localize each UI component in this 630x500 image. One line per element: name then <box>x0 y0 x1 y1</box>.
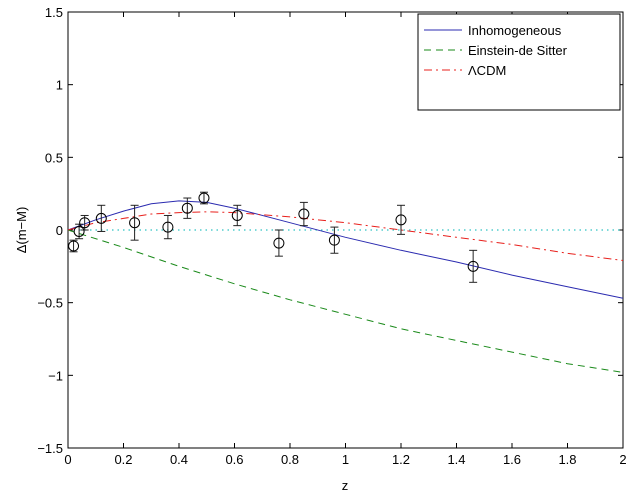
data-point <box>181 197 193 219</box>
y-axis-label: Δ(m−M) <box>14 207 29 254</box>
x-tick-label: 1.6 <box>503 452 521 467</box>
data-point <box>68 239 80 253</box>
y-tick-label: −1.5 <box>37 441 63 456</box>
data-point <box>231 204 243 227</box>
data-marker <box>73 225 85 237</box>
x-tick-label: 0.2 <box>114 452 132 467</box>
data-point <box>328 226 340 254</box>
data-point <box>198 191 210 205</box>
x-tick-label: 1.2 <box>392 452 410 467</box>
data-marker <box>198 192 210 204</box>
y-tick-label: 0 <box>56 223 63 238</box>
series-line-0 <box>67 200 624 299</box>
x-tick-label: 0 <box>64 452 71 467</box>
data-marker <box>162 221 174 233</box>
data-marker <box>79 217 91 229</box>
x-tick-label: 0.8 <box>281 452 299 467</box>
data-marker <box>395 214 407 226</box>
legend-label-0: Inhomogeneous <box>468 23 562 38</box>
data-marker <box>68 240 80 252</box>
data-marker <box>95 212 107 224</box>
data-marker <box>181 202 193 214</box>
data-point <box>395 204 407 235</box>
series-line-2 <box>67 211 624 261</box>
data-point <box>129 204 141 241</box>
data-marker <box>273 237 285 249</box>
y-tick-label: 1 <box>56 78 63 93</box>
data-point <box>95 204 107 232</box>
data-marker <box>467 260 479 272</box>
data-marker <box>231 209 243 221</box>
y-tick-label: 0.5 <box>45 150 63 165</box>
legend: Inhomogeneous Einstein-de Sitter ΛCDM <box>417 13 621 111</box>
data-marker <box>298 208 310 220</box>
x-tick-label: 0.4 <box>170 452 188 467</box>
x-tick-label: 1.4 <box>447 452 465 467</box>
data-point <box>273 229 285 257</box>
data-point <box>79 214 91 231</box>
data-marker <box>328 234 340 246</box>
y-tick-label: −0.5 <box>37 296 63 311</box>
x-tick-label: 2 <box>619 452 626 467</box>
series-line-1 <box>67 229 624 373</box>
data-point <box>298 201 310 227</box>
legend-label-1: Einstein-de Sitter <box>468 43 568 58</box>
x-tick-label: 1.8 <box>558 452 576 467</box>
legend-label-2: ΛCDM <box>468 63 506 78</box>
data-point <box>73 223 85 240</box>
data-marker <box>129 217 141 229</box>
x-tick-label: 0.6 <box>225 452 243 467</box>
x-axis-label: z <box>342 478 349 493</box>
data-point <box>467 249 479 283</box>
data-point <box>162 214 174 240</box>
y-tick-label: 1.5 <box>45 5 63 20</box>
y-tick-label: −1 <box>48 368 63 383</box>
x-tick-label: 1 <box>342 452 349 467</box>
